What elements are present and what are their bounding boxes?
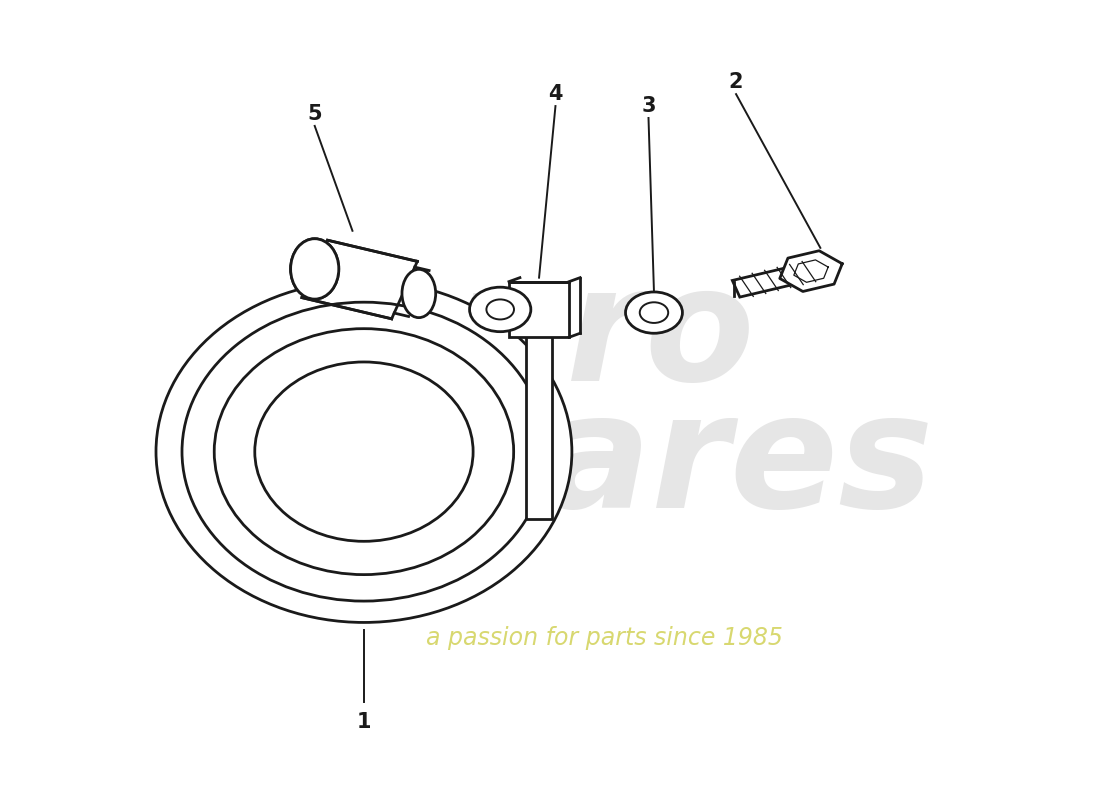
Text: 2: 2 xyxy=(729,72,744,92)
Ellipse shape xyxy=(640,302,668,323)
Ellipse shape xyxy=(214,329,514,574)
Bar xyxy=(509,282,569,338)
Ellipse shape xyxy=(290,238,339,299)
Text: 3: 3 xyxy=(641,96,656,116)
Bar xyxy=(526,321,552,519)
Text: a passion for parts since 1985: a passion for parts since 1985 xyxy=(427,626,783,650)
Ellipse shape xyxy=(290,238,339,299)
Circle shape xyxy=(486,299,514,319)
Ellipse shape xyxy=(182,302,546,601)
Bar xyxy=(315,238,409,299)
Ellipse shape xyxy=(402,270,436,318)
Text: 4: 4 xyxy=(548,84,563,104)
Polygon shape xyxy=(780,250,843,291)
Ellipse shape xyxy=(626,292,682,334)
Text: 5: 5 xyxy=(307,104,322,124)
Circle shape xyxy=(470,287,531,332)
Text: bares: bares xyxy=(429,386,934,541)
Ellipse shape xyxy=(156,281,572,622)
Ellipse shape xyxy=(255,362,473,542)
Text: euro: euro xyxy=(344,259,756,414)
Polygon shape xyxy=(733,262,815,297)
Text: 1: 1 xyxy=(356,712,371,732)
